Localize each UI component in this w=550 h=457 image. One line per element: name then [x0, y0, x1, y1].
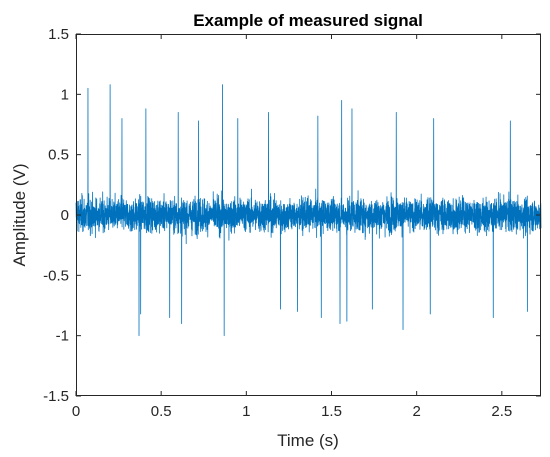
plot-area	[75, 34, 542, 396]
signal-series	[75, 84, 542, 337]
x-tick-label: 2.5	[491, 403, 512, 420]
x-tick-label: 1	[242, 403, 250, 420]
x-axis-label: Time (s)	[277, 431, 339, 450]
chart-title: Example of measured signal	[193, 11, 423, 30]
x-tick-label: 1.5	[321, 403, 342, 420]
x-axis: 0 0.5 1 1.5 2 2.5	[72, 34, 512, 420]
y-tick-label: 1	[61, 86, 69, 103]
x-tick-label: 0	[72, 403, 80, 420]
y-tick-label: -1.5	[43, 388, 69, 405]
x-tick-label: 0.5	[151, 403, 172, 420]
signal-line	[75, 84, 542, 337]
y-tick-label: 1.5	[48, 26, 69, 43]
x-tick-label: 2	[412, 403, 420, 420]
y-tick-label: -0.5	[43, 267, 69, 284]
y-axis: -1.5 -1 -0.5 0 0.5 1 1.5	[43, 26, 541, 405]
y-axis-label: Amplitude (V)	[10, 164, 29, 267]
y-tick-label: -1	[56, 328, 69, 345]
y-tick-label: 0.5	[48, 147, 69, 164]
y-tick-label: 0	[61, 207, 69, 224]
